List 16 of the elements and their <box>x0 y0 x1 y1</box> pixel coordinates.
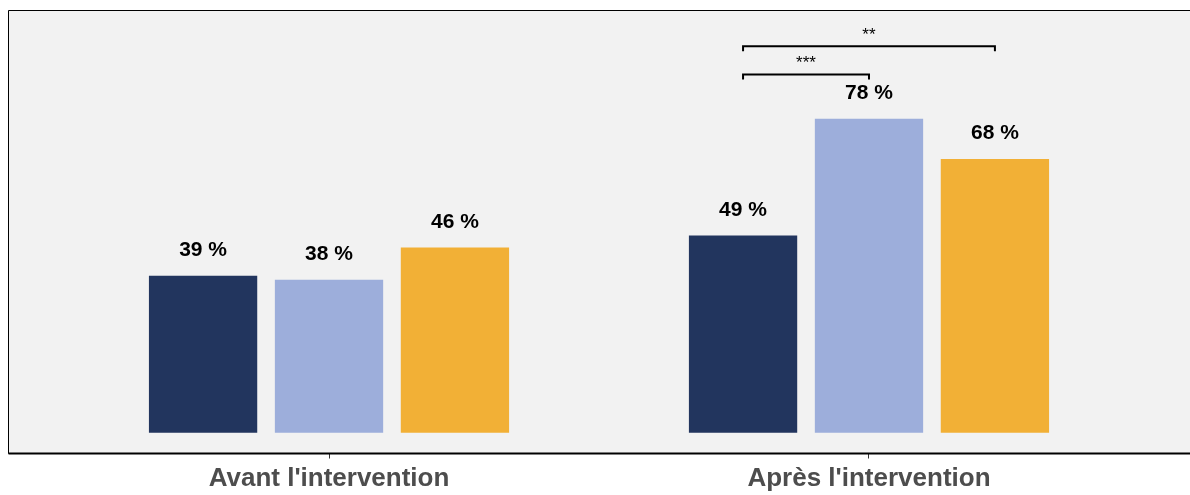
data-label: 46 % <box>431 208 480 232</box>
data-label: 39 % <box>179 236 228 260</box>
x-tick-label: Avant l'intervention <box>208 461 450 492</box>
data-label: 49 % <box>719 196 768 220</box>
annotation: *** <box>796 53 817 73</box>
bar <box>148 275 258 433</box>
x-tick-label: Après l'intervention <box>747 461 991 492</box>
data-label: 68 % <box>970 120 1020 144</box>
bar <box>400 247 510 433</box>
annotation: ** <box>862 25 876 45</box>
bar <box>688 235 798 433</box>
data-label: 78 % <box>845 79 894 103</box>
data-label: 38 % <box>305 240 354 264</box>
bar <box>940 159 1050 433</box>
bar <box>814 118 924 433</box>
bar <box>274 279 384 433</box>
